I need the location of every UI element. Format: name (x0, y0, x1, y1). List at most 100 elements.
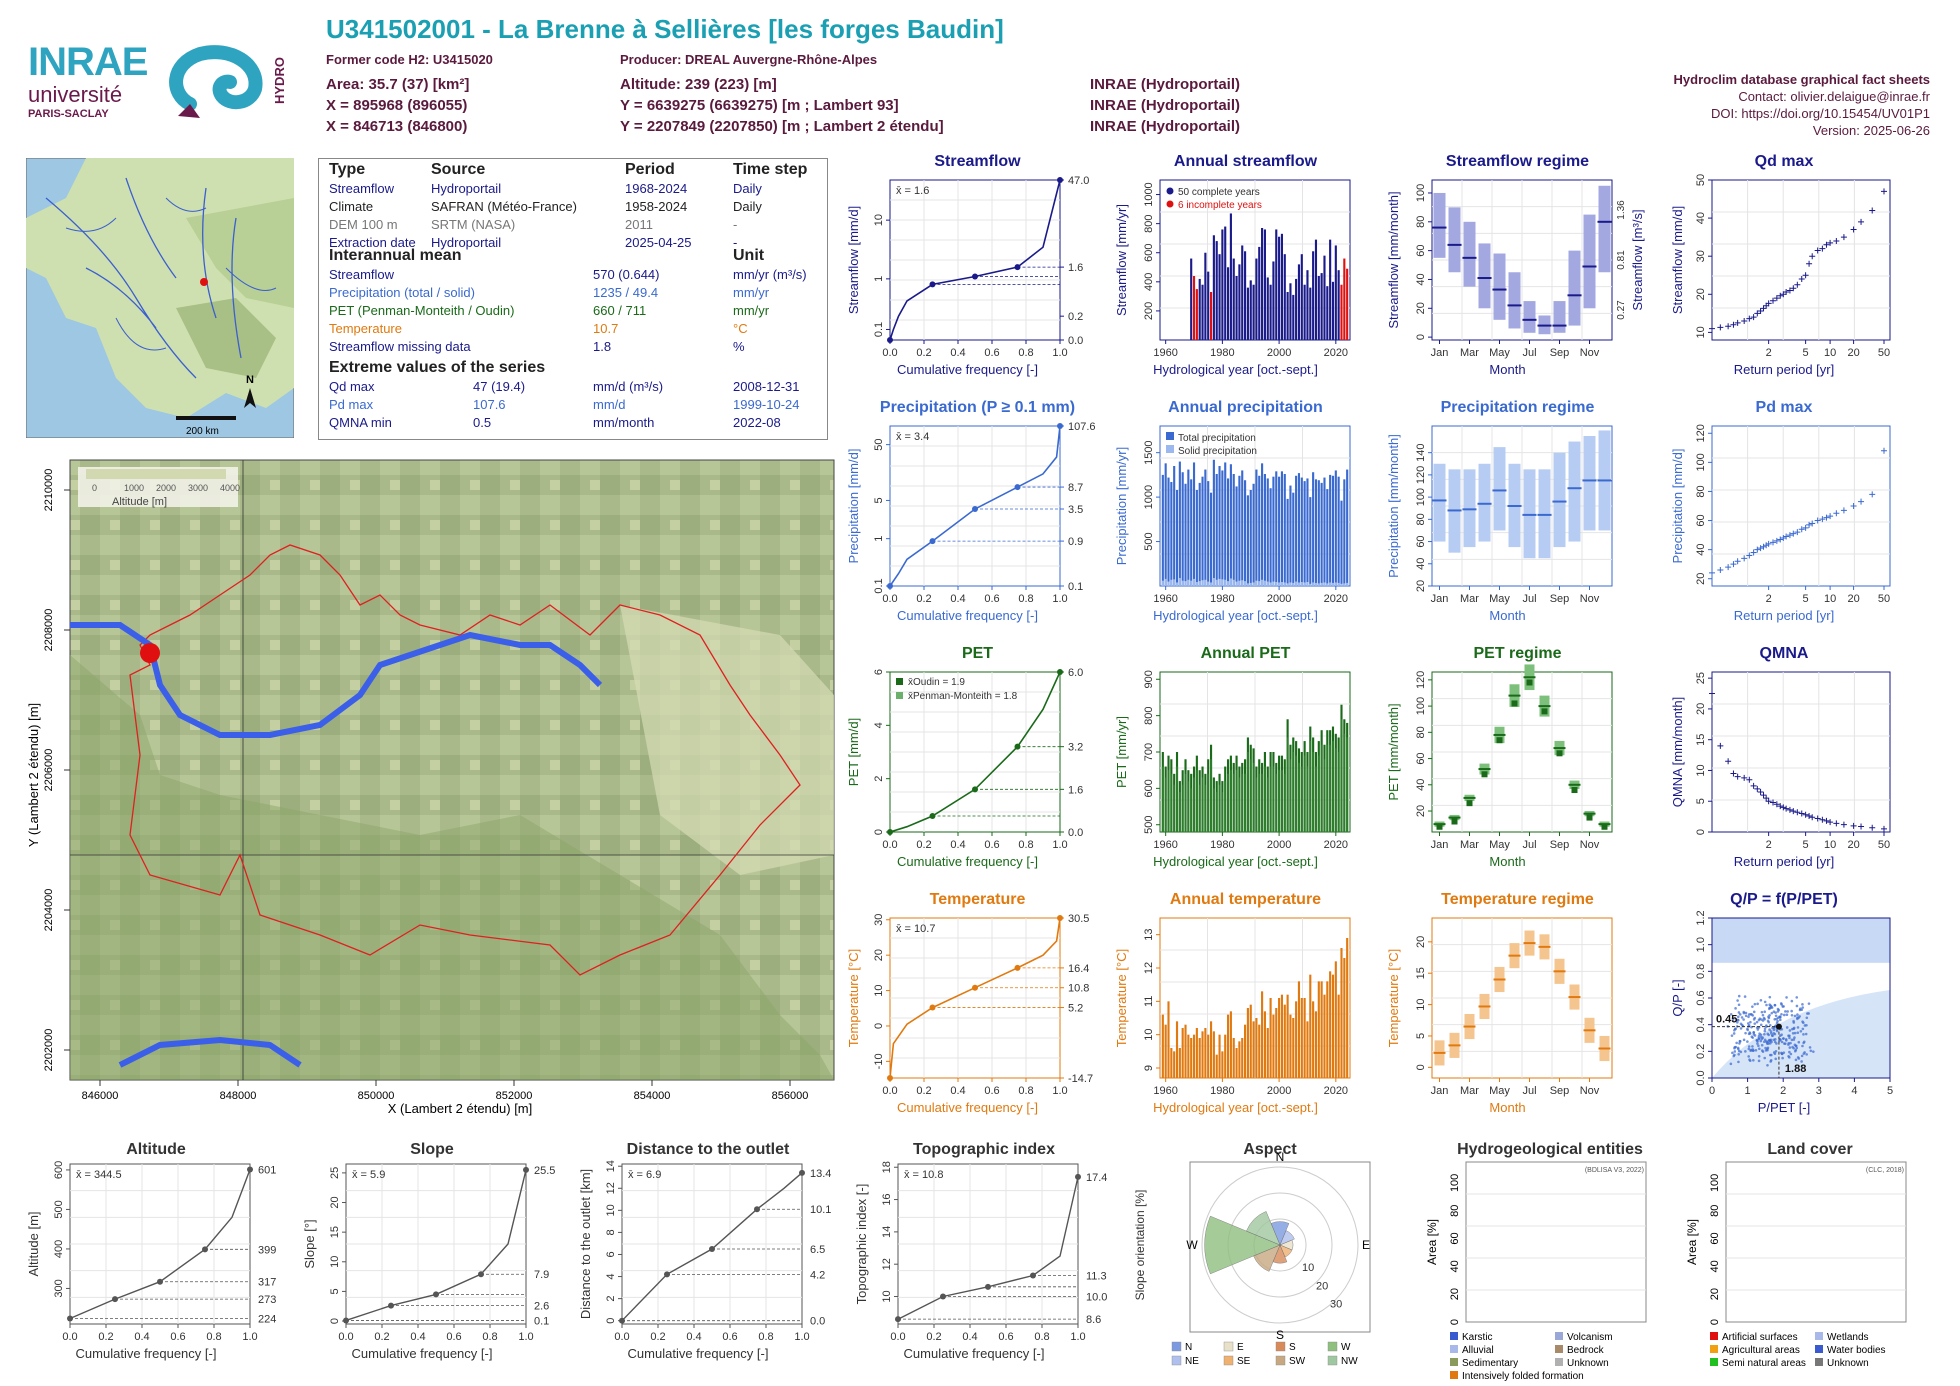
legend-label: Artificial surfaces (1722, 1332, 1798, 1343)
map-xlabel: X (Lambert 2 étendu) [m] (388, 1101, 533, 1116)
x-tick-label: 2000 (1267, 839, 1291, 851)
legend-swatch (896, 692, 903, 699)
quantile-point (1030, 1272, 1036, 1279)
y-tick-label: 12 (605, 1182, 617, 1194)
mean-name: Streamflow missing data (329, 339, 471, 354)
scatter-point (1781, 1056, 1784, 1060)
annual-bar (1295, 278, 1298, 340)
annual-bar (1164, 463, 1167, 586)
pm-bar (1303, 755, 1306, 832)
scatter-point (1769, 1032, 1773, 1035)
y-axis-label: Precipitation [mm/d] (846, 449, 861, 564)
x-tick-label: 0.2 (916, 1085, 931, 1097)
annual-bar (1326, 981, 1329, 1078)
quantile-point (202, 1246, 208, 1253)
info-type: Extraction date (329, 235, 416, 250)
rp-point (1734, 319, 1741, 326)
rp-point (1734, 773, 1741, 780)
y-tick-label: 1000 (1143, 182, 1155, 206)
x-tick-label: Nov (1580, 347, 1600, 359)
y-tick-label: 30 (1695, 250, 1707, 262)
rp-point (1880, 447, 1887, 454)
regime-range (1463, 469, 1476, 548)
annual-bar (1258, 1024, 1261, 1078)
pm-bar (1201, 777, 1204, 832)
scatter-point (1764, 1046, 1767, 1050)
annual-bar (1263, 229, 1266, 340)
solid-bar (1190, 580, 1193, 586)
rp-point (1783, 289, 1790, 295)
annual-bar (1198, 482, 1201, 586)
extreme-date: 2008-12-31 (733, 379, 800, 394)
x-tick-label: 0.0 (882, 839, 897, 851)
pm-bar (1192, 777, 1196, 832)
chart-annual_prec: Annual precipitation 1960 1980 2000 2020 500 1… (1114, 399, 1351, 623)
annual-bar (1238, 1041, 1241, 1078)
annual-bar (1207, 481, 1210, 586)
scatter-point (1812, 1050, 1815, 1053)
x-tick-label: 50 (1878, 347, 1890, 359)
y-tick-label: 500 (53, 1200, 65, 1218)
x-tick-label: Jan (1431, 593, 1449, 605)
rp-point (1730, 561, 1737, 568)
info-period: 1968-2024 (625, 181, 688, 196)
map-xtick-label: 854000 (634, 1090, 671, 1102)
annual-bar (1314, 1011, 1318, 1078)
legend-label: NE (1185, 1356, 1199, 1367)
annual-bar (1289, 485, 1292, 586)
scatter-point (1768, 995, 1772, 999)
pm-bar (1187, 781, 1190, 832)
rp-point (1798, 526, 1805, 533)
x-tick-label: 0.6 (998, 1331, 1013, 1343)
x-tick-label: 0.8 (206, 1331, 221, 1343)
annual-bar (1252, 284, 1255, 340)
scatter-point (1768, 1023, 1772, 1027)
annual-bar (1346, 938, 1349, 1078)
scatter-point (1793, 1014, 1797, 1018)
scatter-point (1783, 1042, 1786, 1045)
y-tick-label: 80 (1449, 1205, 1461, 1217)
rp-point (1850, 503, 1857, 509)
y-tick-label: 0.1 (873, 322, 885, 337)
regime-range (1583, 214, 1596, 309)
rp-point (1770, 539, 1777, 546)
x-axis-label: Month (1489, 854, 1525, 869)
y-axis-label: Altitude [m] (26, 1211, 41, 1276)
rp-point (1770, 799, 1777, 806)
pm-bar (1329, 744, 1332, 832)
y-tick-label: 20 (1415, 580, 1427, 592)
x-tick-label: 0.8 (1034, 1331, 1049, 1343)
x-tick-label: May (1489, 347, 1510, 359)
x-tick-label: 1.0 (518, 1331, 533, 1343)
x-axis-label: Return period [yr] (1734, 608, 1834, 623)
annual-bar (1207, 1034, 1210, 1078)
pm-bar (1312, 752, 1315, 832)
right-tick-label: 0.0 (1068, 335, 1083, 347)
annual-bar (1167, 1001, 1170, 1078)
scatter-point (1756, 1042, 1759, 1045)
chart-qd_max: Qd max 2 5 10 20 50 10 20 30 40 50 Streamflow [mm/d… (1670, 153, 1891, 377)
annual-bar (1175, 1021, 1179, 1078)
scatter-point (1790, 999, 1794, 1003)
annual-bar (1340, 284, 1343, 340)
annual-bar (1266, 1028, 1269, 1078)
annual-bar (1269, 998, 1272, 1078)
legend-label: Sedimentary (1462, 1358, 1518, 1369)
regime-range (1433, 463, 1446, 542)
rp-point (1798, 276, 1805, 283)
rp-point (1746, 552, 1753, 559)
info-period: 1958-2024 (625, 199, 688, 214)
pm-bar (1317, 755, 1320, 832)
annual-bar (1161, 474, 1164, 586)
y-tick-label: 0 (1709, 1319, 1721, 1325)
y-tick-label: 50 (873, 439, 885, 451)
quantile-point (343, 1317, 349, 1324)
quantile-point (929, 1004, 936, 1011)
map-ytick-label: 2204000 (43, 889, 55, 932)
rp-point (1823, 241, 1830, 248)
scatter-point (1754, 1048, 1758, 1052)
scatter-point (1746, 1022, 1750, 1025)
rp-point (1833, 510, 1840, 517)
quantile-point (799, 1169, 805, 1176)
y-tick-label: 40 (1709, 1260, 1721, 1272)
